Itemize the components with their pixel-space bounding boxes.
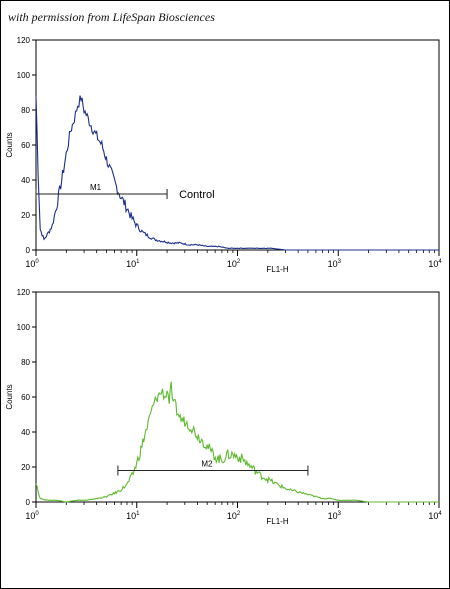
x-tick-base: 10 bbox=[25, 511, 35, 521]
x-tick-exponent: 0 bbox=[35, 511, 39, 517]
y-tick-label: 100 bbox=[17, 71, 31, 80]
x-tick-label: 101 bbox=[126, 511, 140, 521]
x-tick-exponent: 1 bbox=[136, 511, 140, 517]
y-tick-label: 40 bbox=[21, 428, 30, 437]
annotation-control: Control bbox=[179, 189, 214, 201]
plot-area bbox=[35, 39, 440, 251]
x-tick-label: 104 bbox=[428, 259, 442, 269]
x-tick-base: 10 bbox=[25, 259, 35, 269]
x-tick-label: 102 bbox=[227, 259, 241, 269]
x-tick-base: 10 bbox=[328, 511, 338, 521]
x-tick-exponent: 1 bbox=[136, 259, 140, 265]
y-tick-label: 60 bbox=[21, 393, 30, 402]
x-tick-exponent: 3 bbox=[338, 259, 342, 265]
marker-label: M2 bbox=[201, 460, 213, 469]
x-tick-exponent: 4 bbox=[438, 259, 442, 265]
y-tick-label: 120 bbox=[17, 36, 31, 45]
histogram-trace bbox=[35, 95, 439, 251]
y-axis-label: Counts bbox=[5, 132, 14, 157]
x-tick-base: 10 bbox=[126, 259, 136, 269]
y-tick-label: 0 bbox=[26, 246, 31, 255]
y-tick-label: 20 bbox=[21, 211, 30, 220]
x-tick-label: 104 bbox=[428, 511, 442, 521]
x-tick-base: 10 bbox=[328, 259, 338, 269]
x-tick-label: 100 bbox=[25, 259, 39, 269]
y-tick-label: 60 bbox=[21, 141, 30, 150]
x-axis-label: FL1-H bbox=[266, 265, 288, 274]
x-tick-base: 10 bbox=[428, 259, 438, 269]
x-tick-exponent: 2 bbox=[237, 511, 241, 517]
x-tick-base: 10 bbox=[227, 259, 237, 269]
watermark: with permission from LifeSpan Bioscience… bbox=[8, 10, 215, 24]
x-tick-exponent: 0 bbox=[35, 259, 39, 265]
x-tick-label: 101 bbox=[126, 259, 140, 269]
x-tick-label: 102 bbox=[227, 511, 241, 521]
y-tick-label: 20 bbox=[21, 463, 30, 472]
x-tick-exponent: 4 bbox=[438, 511, 442, 517]
x-tick-label: 100 bbox=[25, 511, 39, 521]
y-tick-label: 80 bbox=[21, 106, 30, 115]
x-tick-exponent: 2 bbox=[237, 259, 241, 265]
y-tick-label: 100 bbox=[17, 323, 31, 332]
x-tick-label: 103 bbox=[328, 511, 342, 521]
x-tick-base: 10 bbox=[227, 511, 237, 521]
marker-label: M1 bbox=[90, 183, 102, 192]
x-tick-exponent: 3 bbox=[338, 511, 342, 517]
x-tick-base: 10 bbox=[126, 511, 136, 521]
y-tick-label: 120 bbox=[17, 288, 31, 297]
x-tick-label: 103 bbox=[328, 259, 342, 269]
y-tick-label: 80 bbox=[21, 358, 30, 367]
y-tick-label: 40 bbox=[21, 176, 30, 185]
y-tick-label: 0 bbox=[26, 498, 31, 507]
x-axis-label: FL1-H bbox=[266, 517, 288, 526]
y-axis-label: Counts bbox=[5, 384, 14, 409]
histogram-trace bbox=[35, 381, 439, 503]
x-tick-base: 10 bbox=[428, 511, 438, 521]
